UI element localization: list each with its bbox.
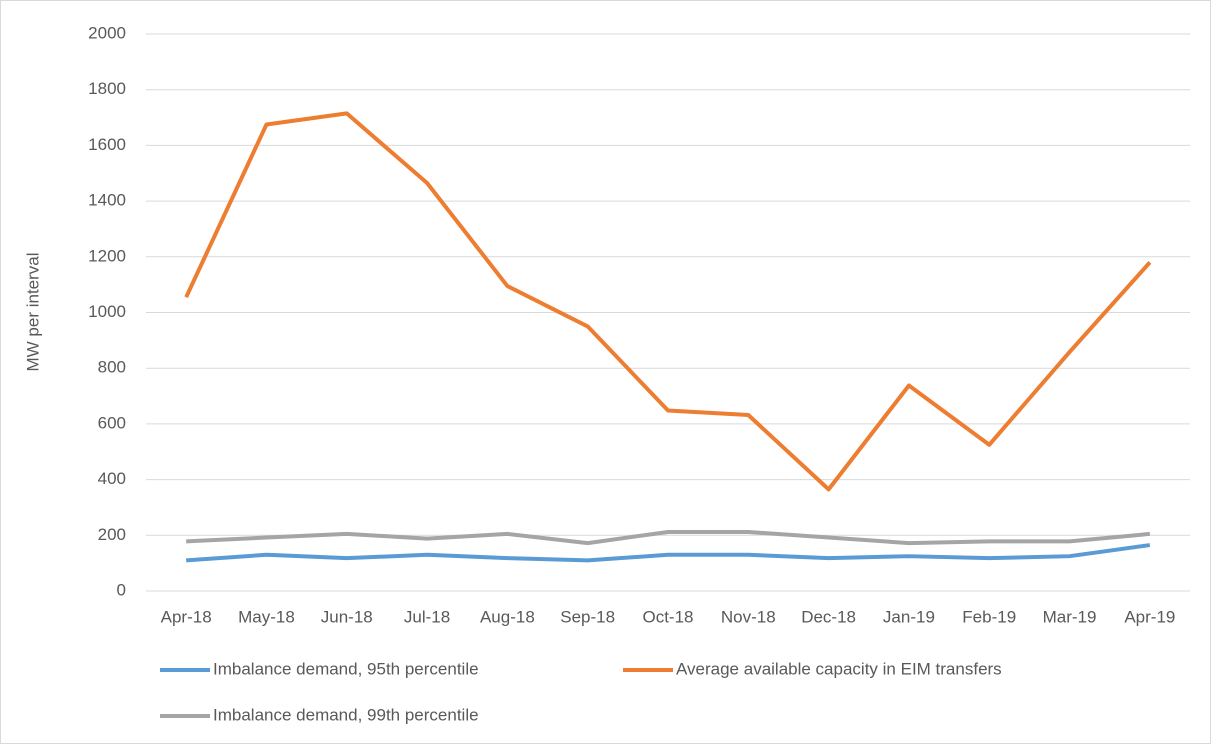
y-tick-label: 2000 — [88, 23, 126, 42]
legend-label: Imbalance demand, 95th percentile — [213, 659, 479, 678]
x-tick-label: Sep-18 — [560, 607, 615, 626]
series-line — [184, 111, 1152, 492]
y-tick-label: 200 — [98, 525, 126, 544]
y-tick-label: 600 — [98, 413, 126, 432]
x-tick-label: Nov-18 — [721, 607, 776, 626]
x-tick-label: Jan-19 — [883, 607, 935, 626]
y-tick-label: 1400 — [88, 191, 126, 210]
x-tick-label: Feb-19 — [962, 607, 1016, 626]
y-tick-label: 1200 — [88, 246, 126, 265]
y-axis-label: MW per interval — [23, 252, 42, 371]
series-line — [186, 543, 1151, 563]
x-tick-label: Mar-19 — [1043, 607, 1097, 626]
x-tick-label: Apr-19 — [1124, 607, 1175, 626]
x-tick-label: Jun-18 — [321, 607, 373, 626]
x-tick-label: Jul-18 — [404, 607, 450, 626]
x-tick-label: Apr-18 — [161, 607, 212, 626]
legend-label: Imbalance demand, 99th percentile — [213, 705, 479, 724]
y-tick-label: 1800 — [88, 79, 126, 98]
y-tick-label: 400 — [98, 469, 126, 488]
x-tick-label: May-18 — [238, 607, 295, 626]
x-tick-label: Aug-18 — [480, 607, 535, 626]
y-tick-label: 800 — [98, 358, 126, 377]
x-tick-label: Dec-18 — [801, 607, 856, 626]
x-tick-label: Oct-18 — [642, 607, 693, 626]
legend-label: Average available capacity in EIM transf… — [676, 659, 1002, 678]
y-tick-label: 1000 — [88, 302, 126, 321]
y-tick-label: 1600 — [88, 135, 126, 154]
y-tick-label: 0 — [117, 580, 126, 599]
series-line — [186, 529, 1151, 546]
